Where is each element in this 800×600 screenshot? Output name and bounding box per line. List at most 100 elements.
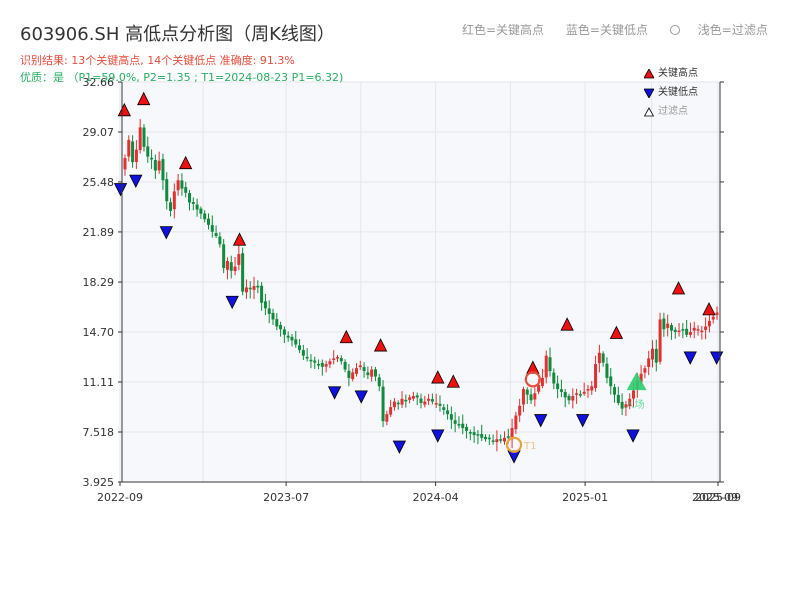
candle-body [389,407,393,415]
key-high-marker [702,301,716,316]
candle-body [195,204,199,210]
quality-text: 优质：是 （P1=59.0%, P2=1.35 ; T1=2024-08-23 … [20,71,344,84]
key-low-marker [225,295,239,310]
candle-body [184,187,188,193]
candle-body [294,339,298,345]
candle-body [203,213,207,220]
candle-body [453,420,457,424]
candle-body [199,208,203,214]
candle-body [559,389,563,392]
candle-body [165,179,169,202]
key-high-marker [671,281,686,295]
candle-body [423,401,427,405]
candle-layer [123,119,719,452]
candle-body [248,287,252,290]
candle-body [484,436,488,440]
y-tick-label: 18.29 [83,276,115,289]
down-triangle-icon [644,88,654,98]
candle-body [673,329,677,333]
x-tick-label: 2023-07 [263,491,309,504]
peak-label: T [542,369,550,380]
candle-body [214,233,218,236]
candle-body [354,368,358,374]
legend-light-filtered: 浅色=过滤点 [697,23,768,37]
candle-body [317,363,321,366]
candle-body [605,363,609,378]
candle-body [434,403,438,405]
candle-body [487,437,491,440]
key-high-marker [431,370,445,384]
y-tick-label: 29.07 [83,126,115,139]
candle-body [263,301,267,309]
candle-body [301,350,305,356]
candle-body [601,353,605,363]
candle-body [643,368,647,373]
candle-body [267,308,271,314]
candle-body [692,327,696,331]
candle-body [229,262,233,271]
candle-body [556,383,560,390]
candle-body [529,394,533,401]
key-high-marker [373,338,388,352]
candle-body [256,285,260,288]
candle-body [681,329,685,331]
candle-body [510,428,514,440]
candle-body [662,318,666,330]
candle-body [279,324,283,330]
candle-body [502,437,506,442]
candle-body [370,369,374,377]
candle-body [639,373,643,382]
axis-layer: 3.925 7.518 11.11 14.70 18.29 21.89 25.48 29.07… [83,76,741,504]
candle-body [305,356,309,359]
candle-body [408,397,412,400]
candle-body [339,358,343,362]
candle-body [658,319,662,362]
x-tick-label-overlap: 2025-09 [692,491,738,504]
candle-body [624,404,628,408]
candle-body [495,439,499,443]
candle-body [518,405,522,416]
candle-body [377,377,381,387]
candle-body [707,320,711,327]
candle-body [465,426,469,431]
key-low-marker [626,429,640,443]
candle-body [244,287,248,293]
candle-body [161,159,165,181]
trough-circle-annotation [505,436,523,453]
candle-body [138,127,142,151]
candle-body [533,393,537,400]
key-high-marker [446,374,460,388]
candle-body [506,436,510,438]
y-tick-label: 7.518 [83,426,115,439]
key-high-marker [232,232,247,246]
candle-body [385,414,389,422]
legend-item-filtered: 过滤点 [644,102,698,121]
key-low-marker [392,440,407,454]
candle-body [472,432,476,436]
y-tick-label: 21.89 [83,226,115,239]
candle-body [142,127,146,147]
candle-body [252,286,256,290]
x-tick-label: 2022-09 [97,491,143,504]
trough-label: T1 [523,441,536,452]
entry-label: 入场 [625,398,645,411]
key-low-marker [129,174,143,189]
y-tick-label: 14.70 [83,326,115,339]
candle-body [544,355,548,378]
candle-body [696,329,700,331]
candle-body [654,348,658,363]
legend-item-high: 关键高点 [644,64,698,83]
candle-body [575,393,579,395]
candle-body [411,396,415,399]
candle-body [491,440,495,442]
candle-body [567,395,571,401]
candle-body [381,386,385,422]
chart-title: 603906.SH 高低点分析图（周K线图） [20,24,335,45]
candle-body [324,364,328,367]
candle-body [540,377,544,386]
entry-triangle-annotation [626,372,647,391]
candle-body [362,367,366,371]
key-high-marker [137,91,151,106]
peak-circle-annotation [524,371,541,388]
